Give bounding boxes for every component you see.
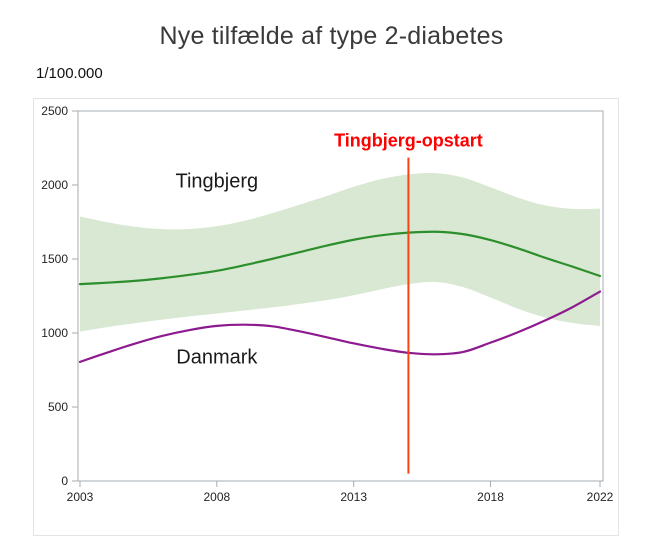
x-tick-label: 2018	[477, 490, 504, 504]
series-label-danmark: Danmark	[176, 347, 258, 369]
series-line-danmark	[78, 290, 602, 363]
x-tick-label: 2008	[203, 490, 230, 504]
confidence-band-tingbjerg	[80, 172, 600, 332]
y-tick-label: 1000	[41, 326, 68, 340]
x-tick-label: 2013	[340, 490, 367, 504]
plot-frame	[77, 110, 604, 482]
y-tick-label: 2500	[41, 104, 68, 118]
chart-title: Nye tilfælde af type 2-diabetes	[159, 22, 504, 50]
y-axis-unit-label: 1/100.000	[36, 65, 103, 82]
y-tick-label: 0	[61, 474, 68, 488]
y-tick-label: 500	[48, 400, 68, 414]
series-line-tingbjerg	[78, 230, 602, 286]
y-tick-label: 1500	[41, 252, 68, 266]
series-label-tingbjerg: Tingbjerg	[176, 171, 259, 193]
x-tick-label: 2003	[67, 490, 94, 504]
annotation-label: Tingbjerg-opstart	[334, 131, 483, 151]
x-tick-label: 2022	[587, 490, 614, 504]
y-tick-label: 2000	[41, 178, 68, 192]
